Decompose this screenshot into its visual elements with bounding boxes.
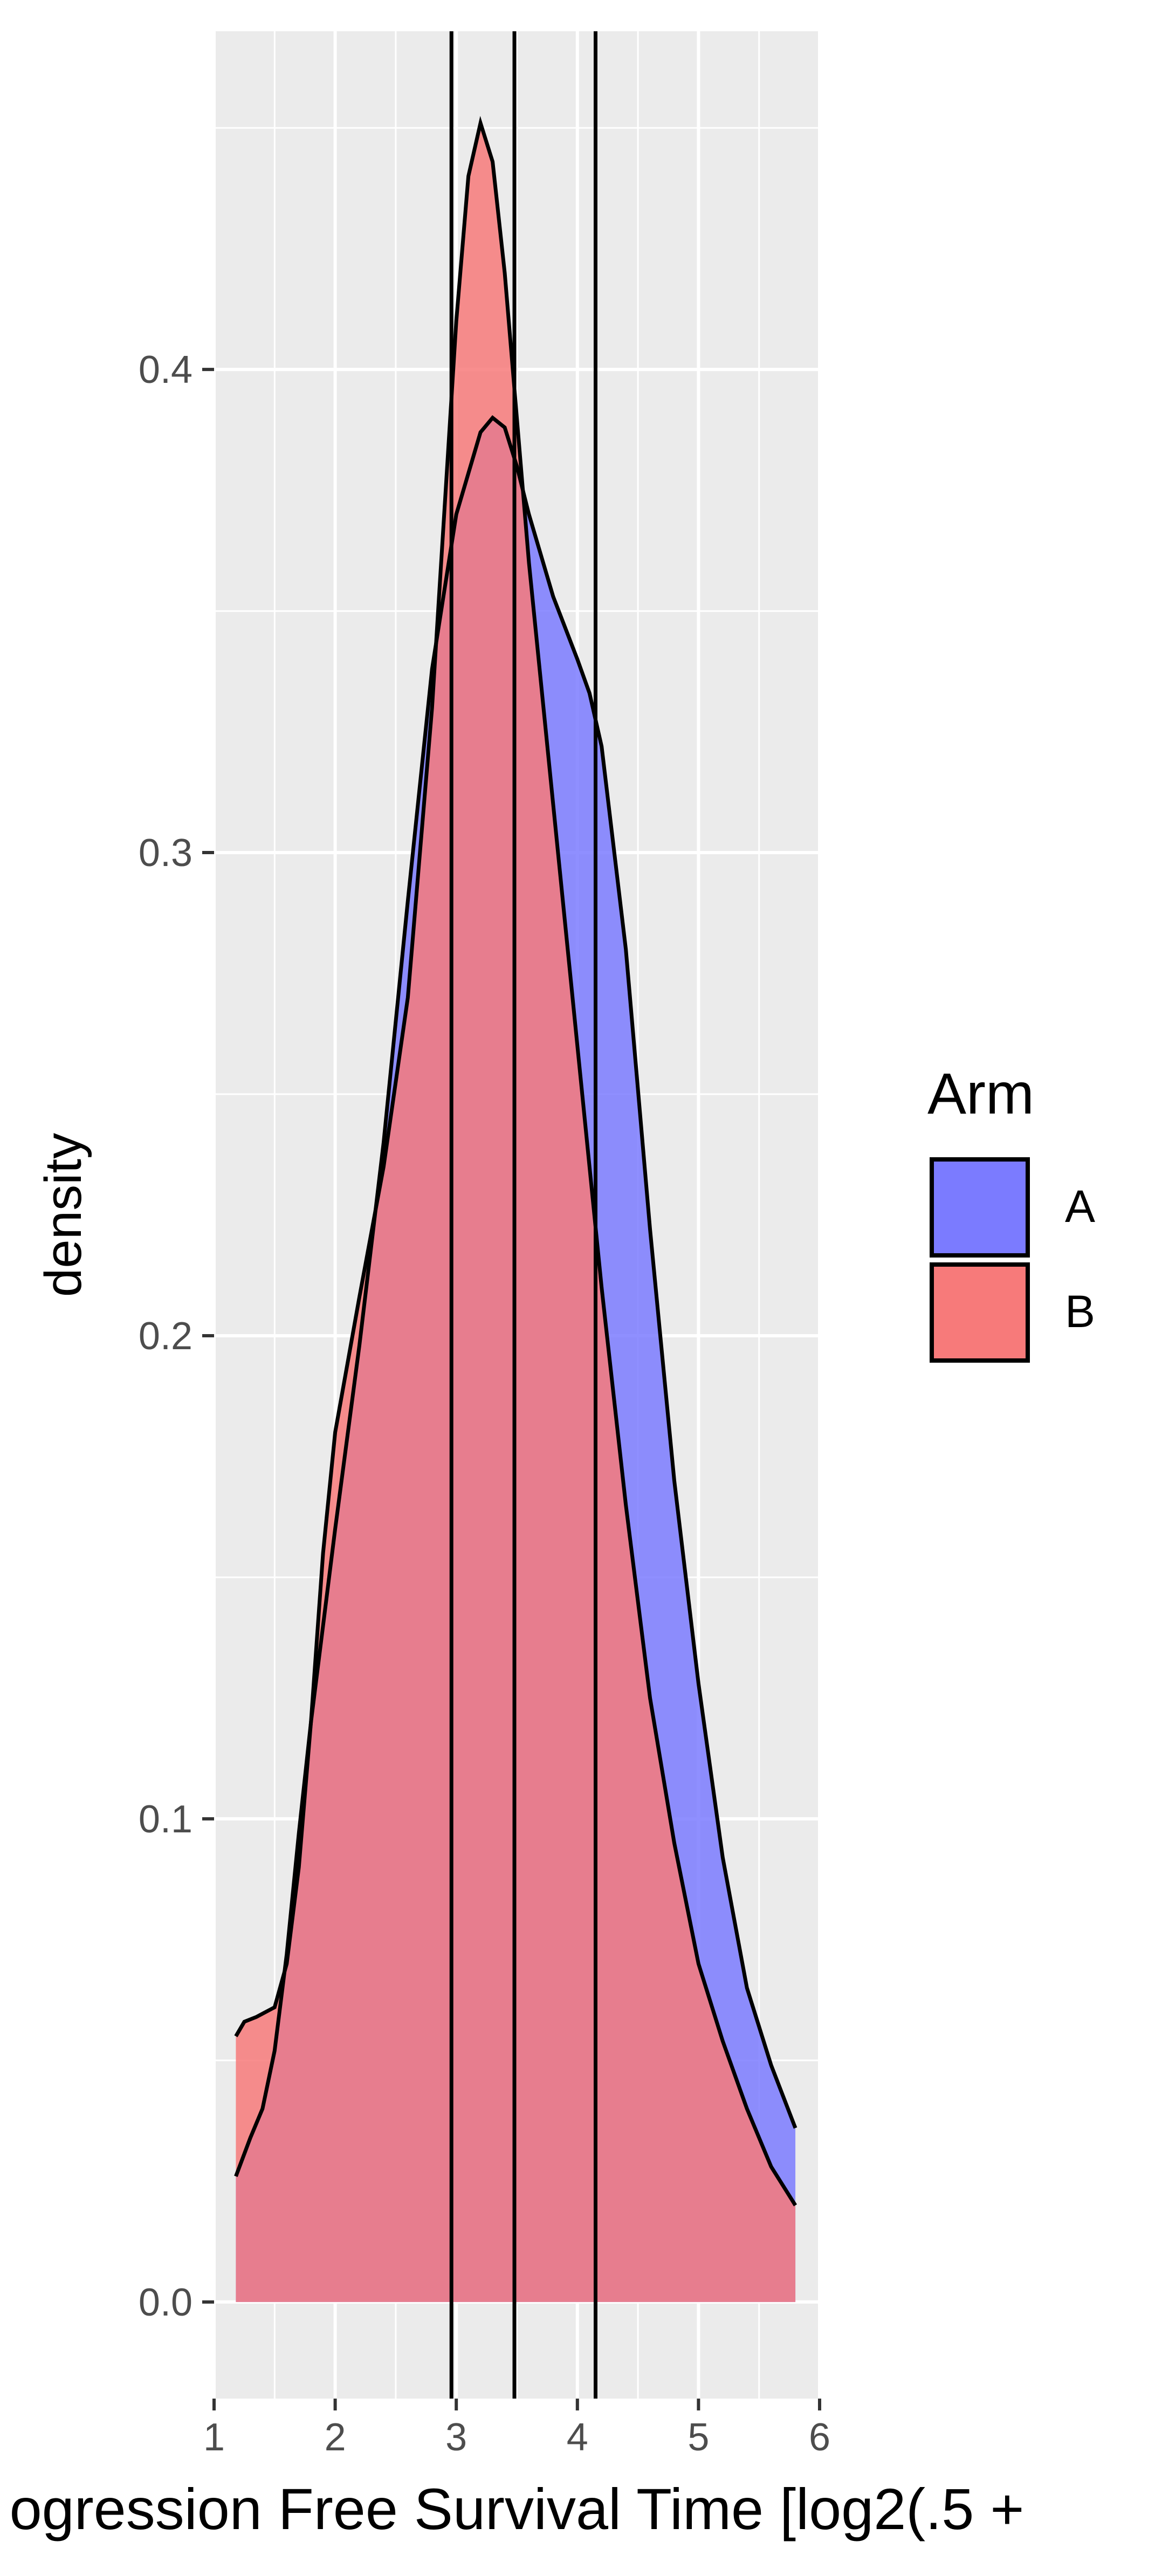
y-tick-label: 0.3 [139,832,192,875]
x-axis-title: ogression Free Survival Time [log2(.5 + [10,2476,1025,2541]
legend-key-B [930,1262,1030,1363]
density-line-A [234,415,797,2177]
legend-key-A [930,1157,1030,1258]
x-axis: 1 2 3 4 5 6 [203,2399,830,2459]
x-tick-label: 6 [809,2416,830,2459]
y-tick-label: 0.1 [139,1798,192,1841]
x-tick-label: 5 [687,2416,709,2459]
legend: Arm A B [927,1061,1095,1363]
y-tick-label: 0.2 [139,1315,192,1358]
x-tick-label: 2 [325,2416,346,2459]
x-tick-label: 3 [445,2416,467,2459]
legend-label-B: B [1065,1286,1095,1337]
y-tick-label: 0.0 [139,2281,192,2324]
legend-label-A: A [1065,1181,1095,1232]
density-line-B [234,115,797,2207]
y-axis-title: density [35,1133,92,1297]
legend-title: Arm [927,1061,1034,1126]
reference-lines [449,31,597,2399]
y-axis: 0.0 0.1 0.2 0.3 0.4 [139,348,214,2324]
x-tick-label: 4 [567,2416,588,2459]
y-tick-label: 0.4 [139,348,192,391]
x-tick-label: 1 [203,2416,225,2459]
